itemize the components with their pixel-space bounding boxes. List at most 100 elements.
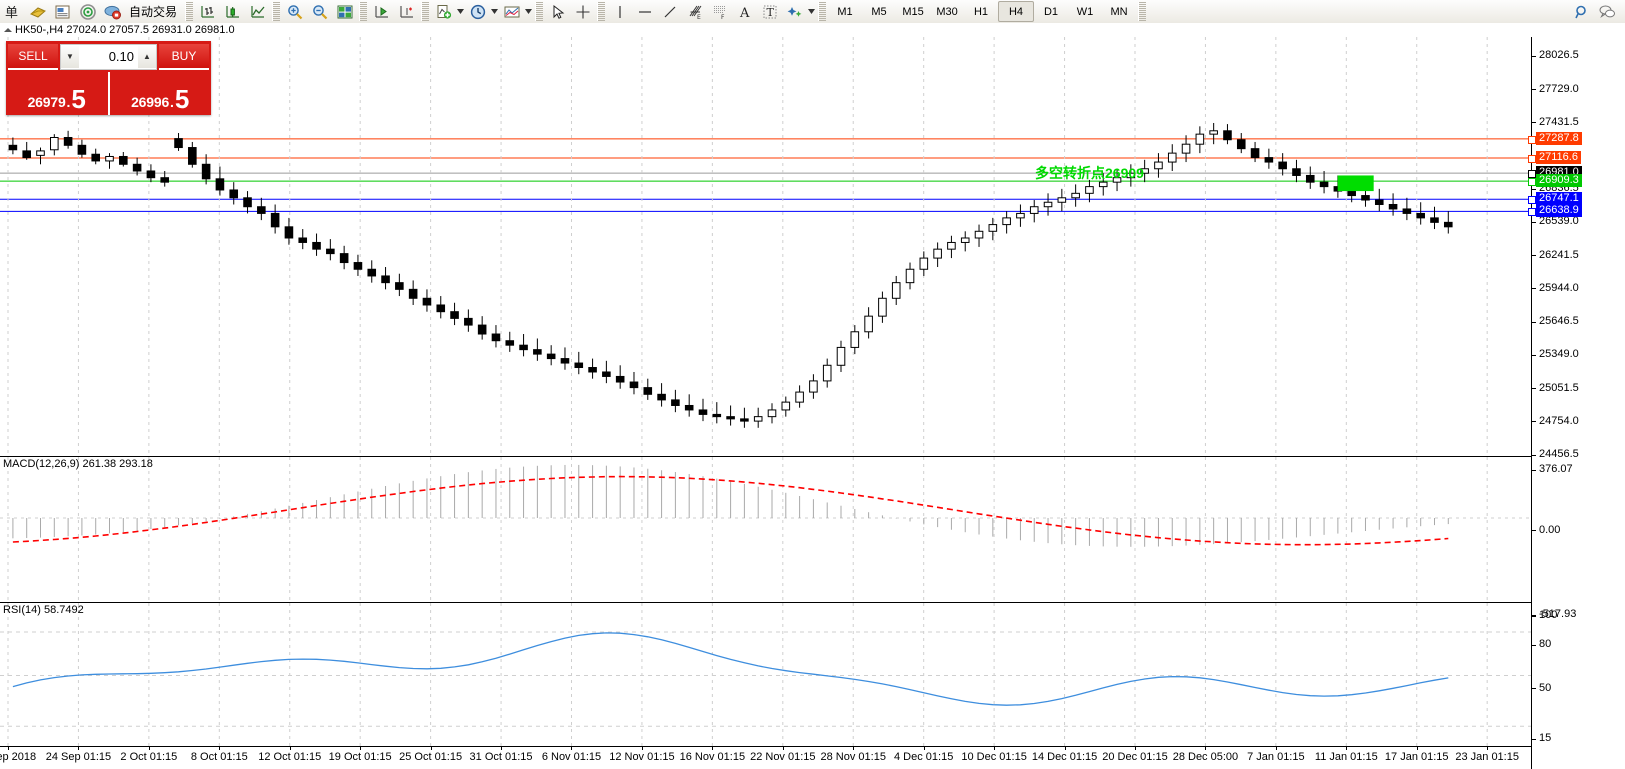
price-pane[interactable]: 多空转折点26909 [0,37,1532,455]
rsi-plot [0,603,1532,748]
time-tick [1205,747,1207,750]
price-axis[interactable]: 28026.5 27729.0 27431.5 26836.5 26539.0 26241… [1528,37,1625,769]
price-tag-label: 26638.9 [1536,204,1582,218]
one-click-trading-panel[interactable]: SELL ▼ 0.10 ▲ BUY 26979 . 5 26996 . 5 [6,41,211,115]
hline-icon[interactable] [632,1,657,22]
macd-label: MACD(12,26,9) 261.38 293.18 [3,458,153,470]
bar-chart-icon[interactable] [195,1,220,22]
trendline-icon[interactable] [657,1,682,22]
price-tick: 25349.0 [1532,348,1625,360]
macd-tick: 0.00 [1532,524,1625,536]
candlestick-chart-icon[interactable] [220,1,245,22]
price-tag-handle[interactable] [1528,178,1536,187]
signal-icon[interactable] [75,1,100,22]
price-tag-label: 26909.3 [1536,174,1582,188]
volume-input[interactable]: 0.10 [108,49,134,64]
period-clock-icon[interactable] [465,1,490,22]
cursor-icon[interactable] [545,1,570,22]
chevron-down-icon[interactable]: ▼ [61,45,79,68]
templates-icon[interactable] [499,1,524,22]
autotrade-cloud-icon[interactable] [100,1,125,22]
fibonacci-icon[interactable]: E [682,1,707,22]
timeframe-m15[interactable]: M15 [896,2,930,21]
toolbar-separator [421,2,430,21]
zoom-in-icon[interactable] [282,1,307,22]
timeframe-h4[interactable]: H4 [998,1,1035,22]
macd-pane[interactable]: MACD(12,26,9) 261.38 293.18 [0,456,1532,602]
toolbar-separator [597,2,606,21]
price-tick-label: 24456.5 [1539,448,1579,460]
symbol-info-bar: HK50-,H4 27024.0 27057.5 26931.0 26981.0 [0,23,1625,37]
chart-window[interactable]: HK50-,H4 27024.0 27057.5 26931.0 26981.0… [0,23,1625,769]
chart-annotation-text: 多空转折点26909 [1035,165,1144,182]
wallet-icon[interactable] [25,1,50,22]
tile-windows-icon[interactable] [332,1,357,22]
chevron-up-icon[interactable]: ▲ [138,45,156,68]
chat-icon[interactable] [1594,1,1619,22]
timeframe-m30[interactable]: M30 [930,2,964,21]
macd-tick-label: 0.00 [1539,523,1561,536]
news-icon[interactable] [50,1,75,22]
autotrade-label[interactable]: 自动交易 [129,5,178,19]
buy-button[interactable]: BUY [159,43,209,70]
line-chart-icon[interactable] [245,1,270,22]
rsi-tick-label: 80 [1539,638,1552,650]
time-tick [289,747,291,750]
price-tick-label: 25349.0 [1539,348,1579,361]
collapse-arrow-icon[interactable] [3,25,13,35]
channel-icon[interactable]: F [707,1,732,22]
sell-button[interactable]: SELL [8,43,58,70]
rsi-tick: 15 [1532,732,1625,744]
price-tag-handle[interactable] [1528,170,1536,179]
price-tag-handle[interactable] [1528,208,1536,217]
timeframe-h1[interactable]: H1 [964,2,998,21]
auto-scroll-icon[interactable] [369,1,394,22]
crosshair-icon[interactable] [570,1,595,22]
price-tag-support[interactable]: 26638.9 [1528,204,1625,218]
add-indicator-icon[interactable] [431,1,456,22]
text-icon[interactable]: A [732,1,757,22]
price-tag-handle[interactable] [1528,154,1536,163]
shapes-icon[interactable] [782,1,807,22]
chevron-down-icon[interactable] [524,2,533,21]
timeframe-mn[interactable]: MN [1102,2,1136,21]
time-axis[interactable]: 8 Sep 2018 24 Sep 01:15 2 Oct 01:15 8 Oct 0… [0,746,1532,769]
time-tick [571,747,573,750]
price-tag-handle[interactable] [1528,135,1536,144]
time-tick-label: 8 Sep 2018 [0,751,37,763]
bid-price[interactable]: 26979 . 5 [6,72,108,115]
tick-mark [1532,221,1536,223]
rsi-pane[interactable]: RSI(14) 58.7492 [0,602,1532,748]
toolbar-right-group [1569,1,1625,22]
time-tick [430,747,432,750]
toolbar-separator [272,2,281,21]
chevron-down-icon[interactable] [807,2,816,21]
time-tick-label: 24 Sep 01:15 [45,751,112,763]
time-tick-label: 22 Nov 01:15 [750,751,816,763]
price-tag-support[interactable]: 26747.1 [1528,192,1625,206]
svg-text:E: E [697,14,701,21]
price-tag-resistance[interactable]: 27116.6 [1528,150,1625,164]
price-tag-pivot[interactable]: 26909.3 [1528,174,1625,188]
volume-stepper[interactable]: ▼ 0.10 ▲ [60,43,157,70]
ask-price[interactable]: 26996 . 5 [107,72,212,115]
chart-shift-icon[interactable] [394,1,419,22]
quotes-row: 26979 . 5 26996 . 5 [6,72,211,115]
price-tag-resistance[interactable]: 27287.8 [1528,131,1625,145]
zoom-out-icon[interactable] [307,1,332,22]
toolbar-separator [818,2,827,21]
chevron-down-icon[interactable] [456,2,465,21]
time-tick-label: 20 Dec 01:15 [1102,751,1168,763]
search-icon[interactable] [1569,1,1594,22]
rsi-tick: 80 [1532,638,1625,650]
label-icon[interactable]: T [757,1,782,22]
timeframe-m1[interactable]: M1 [828,2,862,21]
price-tag-handle[interactable] [1528,196,1536,205]
timeframe-m5[interactable]: M5 [862,2,896,21]
timeframe-d1[interactable]: D1 [1034,2,1068,21]
timeframe-w1[interactable]: W1 [1068,2,1102,21]
vline-icon[interactable] [607,1,632,22]
chevron-down-icon[interactable] [490,2,499,21]
time-tick-label: 25 Oct 01:15 [399,751,463,763]
order-icon[interactable]: 单 [0,1,25,22]
